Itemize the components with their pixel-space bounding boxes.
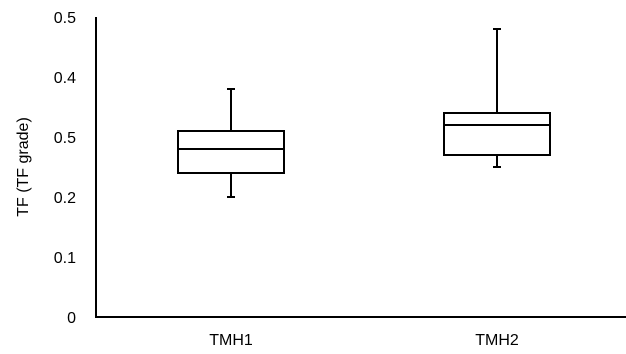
x-category-label: TMH2 — [475, 332, 519, 349]
y-tick-labels: 0 0.1 0.2 0.5 0.4 0.5 — [54, 10, 76, 327]
x-category-label: TMH1 — [209, 332, 253, 349]
y-tick-label: 0 — [67, 310, 76, 327]
y-tick-label: 0.5 — [54, 10, 76, 27]
y-axis-title: TF (TF grade) — [15, 117, 32, 217]
x-category-labels: TMH1 TMH2 — [209, 332, 519, 349]
y-tick-label: 0.1 — [54, 250, 76, 267]
y-tick-label: 0.5 — [54, 130, 76, 147]
boxes-group — [177, 28, 551, 198]
box-tmh1 — [177, 88, 285, 198]
y-tick-label: 0.2 — [54, 190, 76, 207]
iqr-box — [443, 112, 551, 156]
box-tmh2 — [443, 28, 551, 168]
iqr-box — [177, 130, 285, 174]
y-tick-label: 0.4 — [54, 70, 76, 87]
